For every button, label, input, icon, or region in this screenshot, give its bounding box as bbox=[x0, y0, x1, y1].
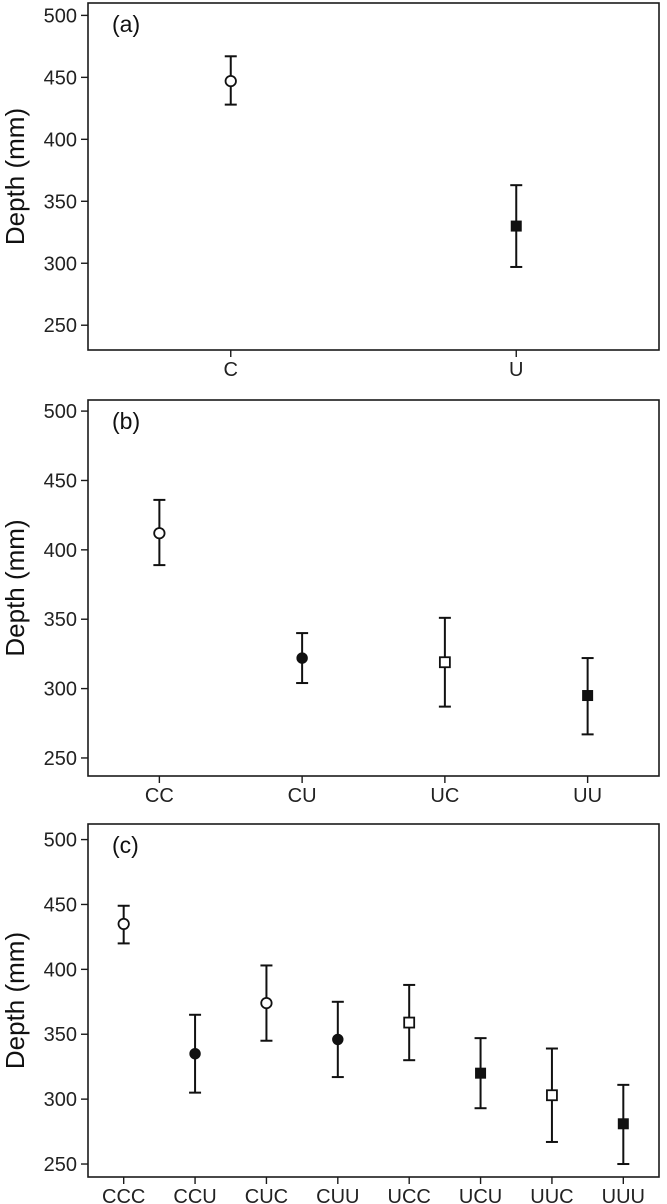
panel-label: (a) bbox=[112, 11, 140, 37]
x-tick-label: U bbox=[509, 359, 523, 381]
x-tick-label: CU bbox=[288, 785, 317, 807]
y-tick-label: 500 bbox=[44, 5, 77, 27]
data-point-CUC bbox=[260, 964, 273, 1042]
marker-open-circle bbox=[260, 996, 273, 1010]
y-tick-label: 500 bbox=[44, 830, 77, 852]
marker-open-square bbox=[546, 1089, 558, 1102]
plot-frame bbox=[87, 399, 660, 777]
marker-filled-square bbox=[475, 1067, 487, 1079]
data-point-UUC bbox=[545, 1047, 558, 1143]
data-point-C bbox=[224, 55, 237, 106]
marker-open-circle bbox=[224, 74, 237, 88]
y-tick-label: 250 bbox=[44, 315, 77, 337]
y-tick-label: 350 bbox=[44, 1024, 77, 1046]
y-tick-label: 250 bbox=[44, 748, 77, 770]
data-point-CUU bbox=[331, 1000, 344, 1079]
chart-panel-3: 250 300 350 400 450 500 CCC CCU CUC CUU UCC UCU UUC U… bbox=[0, 823, 660, 1204]
data-point-UUU bbox=[617, 1083, 630, 1166]
y-tick-label: 400 bbox=[44, 129, 77, 151]
y-tick-label: 450 bbox=[44, 67, 77, 89]
x-tick-label: UUU bbox=[602, 1186, 645, 1204]
data-point-UC bbox=[438, 616, 451, 708]
panel-label: (c) bbox=[112, 832, 139, 858]
marker-filled-square bbox=[582, 690, 594, 702]
y-tick-label: 450 bbox=[44, 894, 77, 916]
plot-frame bbox=[87, 2, 660, 351]
y-tick-label: 350 bbox=[44, 609, 77, 631]
x-tick-label: UC bbox=[430, 785, 459, 807]
marker-filled-circle bbox=[296, 652, 308, 664]
x-tick-label: C bbox=[224, 359, 238, 381]
marker-filled-circle bbox=[189, 1048, 201, 1060]
data-point-U bbox=[510, 184, 523, 268]
y-tick-label: 400 bbox=[44, 540, 77, 562]
y-tick-label: 500 bbox=[44, 401, 77, 423]
y-tick-label: 350 bbox=[44, 191, 77, 213]
y-tick-label: 300 bbox=[44, 1089, 77, 1111]
x-tick-label: UUC bbox=[530, 1186, 573, 1204]
data-point-UCU bbox=[474, 1037, 487, 1110]
x-tick-label: CC bbox=[145, 785, 174, 807]
marker-filled-square bbox=[617, 1118, 629, 1130]
chart-panel-2: 250 300 350 400 450 500 CC CU UC UU Depth (mm) (b) bbox=[0, 399, 660, 807]
x-tick-label: CCU bbox=[173, 1186, 216, 1204]
x-tick-label: CCC bbox=[102, 1186, 145, 1204]
marker-open-circle bbox=[117, 917, 130, 931]
y-axis-label: Depth (mm) bbox=[0, 932, 30, 1069]
marker-filled-square bbox=[510, 220, 522, 232]
data-point-CU bbox=[296, 632, 309, 685]
y-tick-label: 300 bbox=[44, 679, 77, 701]
panel-label: (b) bbox=[112, 408, 140, 434]
data-point-UCC bbox=[403, 983, 416, 1062]
y-tick-label: 450 bbox=[44, 470, 77, 492]
plot-frame bbox=[87, 823, 660, 1178]
y-tick-label: 250 bbox=[44, 1154, 77, 1176]
marker-open-circle bbox=[153, 527, 166, 540]
marker-open-square bbox=[403, 1016, 416, 1029]
x-tick-label: CUU bbox=[316, 1186, 359, 1204]
chart-panel-1: 250 300 350 400 450 500 C U Depth (mm) (a) bbox=[0, 2, 660, 381]
y-tick-label: 300 bbox=[44, 253, 77, 275]
data-point-CCU bbox=[189, 1013, 202, 1094]
x-tick-label: CUC bbox=[245, 1186, 288, 1204]
data-point-CC bbox=[153, 498, 166, 567]
x-tick-label: UCC bbox=[388, 1186, 431, 1204]
data-point-UU bbox=[581, 657, 594, 736]
y-axis-label: Depth (mm) bbox=[0, 519, 30, 656]
data-point-CCC bbox=[117, 904, 130, 945]
x-tick-label: UCU bbox=[459, 1186, 502, 1204]
marker-open-square bbox=[438, 656, 451, 669]
marker-filled-circle bbox=[332, 1033, 344, 1046]
x-tick-label: UU bbox=[573, 785, 602, 807]
y-tick-label: 400 bbox=[44, 959, 77, 981]
y-axis-label: Depth (mm) bbox=[0, 108, 30, 245]
